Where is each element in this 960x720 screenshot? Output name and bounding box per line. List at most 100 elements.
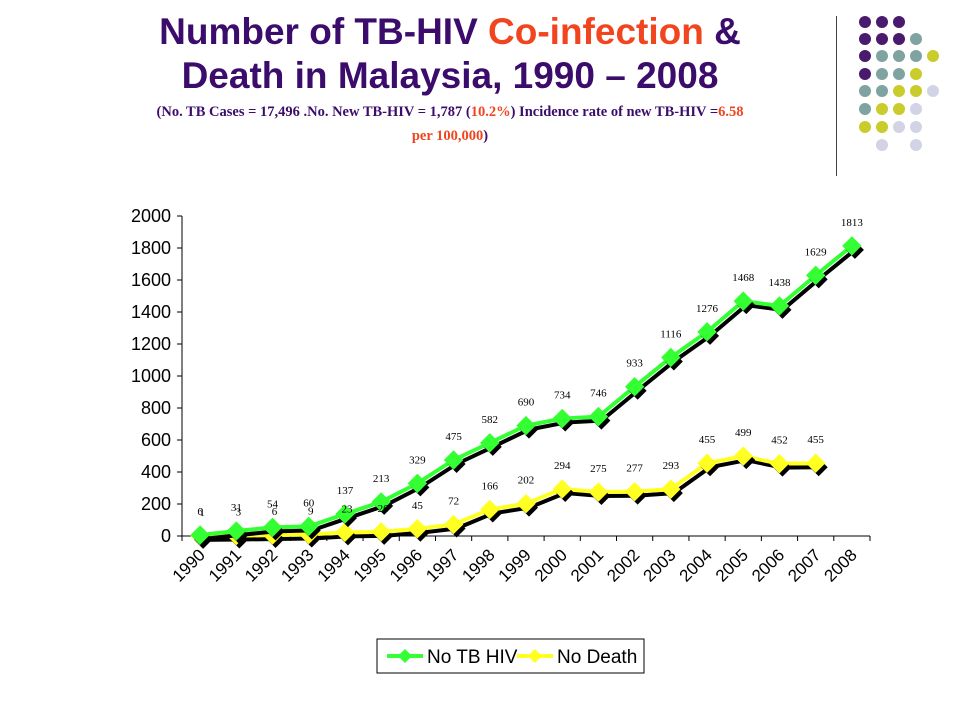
x-tick-label: 1994	[314, 545, 354, 585]
death-data-label: 277	[626, 463, 643, 475]
tbhiv-data-label: 746	[590, 388, 607, 400]
decor-dot	[893, 121, 905, 133]
death-series-marker	[516, 493, 536, 514]
decor-dot	[876, 85, 888, 97]
death-data-label: 202	[518, 475, 535, 487]
x-tick-label: 1998	[458, 545, 498, 585]
death-data-label: 1	[199, 507, 205, 519]
death-series-marker	[443, 514, 464, 535]
death-data-label: 45	[412, 500, 424, 512]
x-tick-label: 2005	[712, 545, 752, 585]
decor-dot	[910, 85, 922, 97]
y-tick-label: 200	[141, 494, 171, 514]
death-data-label: 455	[807, 434, 824, 446]
y-tick-label: 1000	[131, 366, 171, 386]
title-part-1: Number of TB-HIV	[159, 11, 489, 52]
tbhiv-series-shadow-line	[202, 248, 857, 542]
death-series-marker	[661, 479, 681, 499]
legend-swatch-marker	[398, 649, 412, 663]
decor-dot	[893, 50, 905, 62]
tbhiv-data-label: 137	[337, 485, 354, 497]
tbhiv-data-label: 1276	[696, 303, 719, 315]
decor-dot	[876, 33, 888, 45]
death-data-label: 452	[771, 435, 788, 447]
death-series-marker	[480, 499, 500, 520]
x-tick-label: 1995	[350, 545, 390, 585]
y-tick-label: 800	[141, 398, 171, 418]
death-series-marker	[552, 479, 572, 499]
x-tick-label: 1991	[205, 545, 245, 585]
tbhiv-series-marker	[480, 433, 500, 453]
death-data-label: 275	[590, 463, 607, 475]
tbhiv-data-label: 1116	[660, 328, 682, 340]
decor-dot	[893, 16, 905, 28]
death-series-marker	[624, 481, 645, 502]
decor-dot	[876, 50, 888, 62]
death-data-label: 166	[482, 480, 499, 492]
x-tick-label: 2008	[821, 545, 861, 585]
chart-title-line-1: Number of TB-HIV Co-infection &	[70, 10, 830, 54]
decor-dot	[910, 33, 922, 45]
tbhiv-series-marker	[190, 525, 210, 545]
decor-dot	[893, 33, 905, 45]
tbhiv-series-marker	[371, 492, 391, 512]
legend-label: No TB HIV	[427, 647, 518, 668]
x-tick-label: 1993	[277, 545, 317, 585]
legend-label: No Death	[557, 647, 637, 668]
x-tick-label: 1990	[169, 545, 209, 585]
decor-dot	[910, 103, 922, 115]
x-tick-label: 1997	[422, 545, 462, 585]
chart-title-line-2: Death in Malaysia, 1990 – 2008	[181, 55, 719, 96]
decor-dot	[927, 85, 939, 97]
tbhiv-data-label: 1813	[841, 217, 864, 229]
x-tick-label: 2004	[676, 545, 716, 585]
death-series-marker	[805, 453, 826, 473]
decor-dot	[910, 121, 922, 133]
tbhiv-data-label: 31	[231, 502, 242, 514]
decor-dot	[859, 33, 871, 45]
tbhiv-data-label: 582	[482, 414, 499, 426]
decor-dot	[859, 68, 871, 80]
tbhiv-data-label: 734	[554, 390, 571, 402]
tbhiv-data-label: 6	[197, 506, 203, 518]
x-tick-label: 2006	[748, 545, 788, 585]
subtitle-c: ) Incidence rate of new TB-HIV =	[510, 104, 719, 120]
death-data-label: 72	[448, 495, 459, 507]
death-data-label: 293	[663, 460, 680, 472]
tbhiv-data-label: 933	[626, 358, 643, 370]
decor-dot	[927, 50, 939, 62]
subtitle-a: (No. TB Cases = 17,496 .No. New TB-HIV =…	[156, 104, 471, 120]
death-data-label: 9	[308, 506, 314, 518]
decor-dot	[876, 68, 888, 80]
tbhiv-series-marker	[552, 408, 572, 429]
decor-dot	[893, 68, 905, 80]
tbhiv-data-label: 60	[303, 497, 315, 509]
death-series-line	[200, 454, 816, 538]
y-tick-label: 0	[161, 526, 171, 546]
decor-dot	[910, 139, 922, 151]
tbhiv-data-label: 690	[518, 397, 535, 409]
y-tick-label: 1200	[131, 334, 171, 354]
death-series-marker	[769, 453, 790, 474]
tbhiv-series-marker	[624, 377, 645, 397]
tbhiv-data-label: 475	[445, 431, 462, 443]
x-tick-label: 2007	[784, 545, 824, 585]
decor-dot	[876, 103, 888, 115]
tbhiv-series-marker	[516, 415, 536, 436]
decor-dot	[910, 50, 922, 62]
tbhiv-series-marker	[226, 521, 247, 541]
legend-swatch-marker	[528, 649, 542, 663]
tbhiv-series-marker	[407, 473, 428, 494]
decor-dot	[876, 139, 888, 151]
death-data-label: 26	[378, 503, 390, 515]
death-series-marker	[371, 522, 391, 542]
death-data-label: 23	[341, 503, 353, 515]
death-data-label: 3	[236, 507, 242, 519]
subtitle-f: )	[483, 128, 489, 144]
tbhiv-data-label: 54	[267, 498, 279, 510]
x-tick-label: 2000	[531, 545, 571, 585]
decor-dot	[859, 85, 871, 97]
y-tick-label: 2000	[131, 206, 171, 226]
